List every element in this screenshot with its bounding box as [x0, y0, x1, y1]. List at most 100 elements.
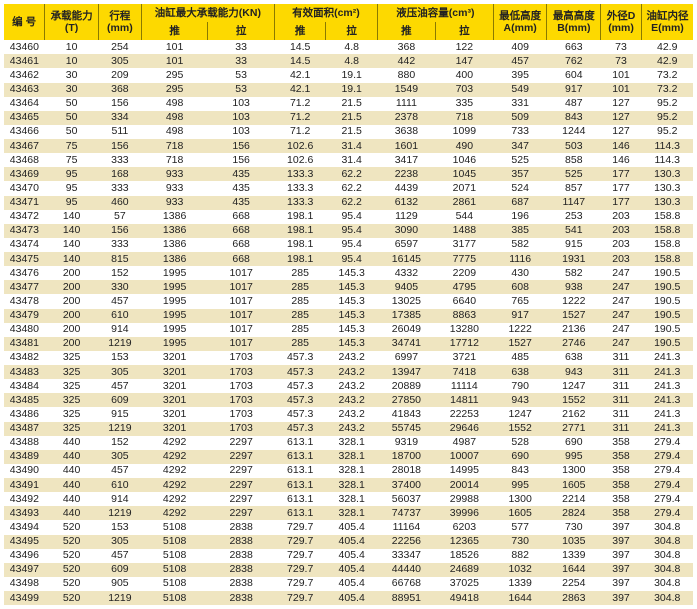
table-cell: 3721 — [435, 351, 493, 365]
table-row: 4348944030542922297613.1328.118700100076… — [4, 450, 693, 464]
table-header: 编 号 承载能力 (T) 行程 (mm) 油缸最大承载能力(KN) 有效面积(c… — [4, 4, 693, 40]
head-stroke-l2: (mm) — [107, 22, 133, 34]
table-cell: 1339 — [547, 549, 601, 563]
head-inner-d-l2: E(mm) — [651, 22, 684, 34]
head-min-h-l2: A(mm) — [504, 22, 537, 34]
table-cell: 71.2 — [274, 125, 326, 139]
table-cell: 311 — [601, 365, 642, 379]
head-capacity-l1: 承载能力 — [51, 10, 93, 22]
table-cell: 114.3 — [641, 153, 693, 167]
table-cell: 520 — [45, 563, 99, 577]
table-cell: 66768 — [377, 577, 435, 591]
table-cell: 5108 — [141, 591, 208, 605]
table-cell: 140 — [45, 252, 99, 266]
table-cell: 2838 — [208, 549, 275, 563]
table-cell: 544 — [435, 210, 493, 224]
table-cell: 14995 — [435, 464, 493, 478]
table-cell: 43496 — [4, 549, 45, 563]
table-cell: 43469 — [4, 167, 45, 181]
table-cell: 156 — [98, 224, 141, 238]
table-cell: 6640 — [435, 294, 493, 308]
table-cell: 102.6 — [274, 139, 326, 153]
table-cell: 198.1 — [274, 252, 326, 266]
table-cell: 1549 — [377, 83, 435, 97]
table-cell: 613.1 — [274, 506, 326, 520]
table-cell: 43475 — [4, 252, 45, 266]
head-min-h: 最低高度 A(mm) — [493, 4, 547, 40]
table-cell: 405.4 — [326, 520, 378, 534]
head-vol-push: 推 — [377, 22, 435, 40]
table-row: 434731401561386668198.195.43090148838554… — [4, 224, 693, 238]
table-cell: 457.3 — [274, 379, 326, 393]
table-cell: 1488 — [435, 224, 493, 238]
table-cell: 2297 — [208, 478, 275, 492]
table-cell: 43494 — [4, 520, 45, 534]
table-cell: 247 — [601, 309, 642, 323]
table-cell: 305 — [98, 535, 141, 549]
table-cell: 75 — [45, 139, 99, 153]
table-cell: 12365 — [435, 535, 493, 549]
table-cell: 127 — [601, 125, 642, 139]
table-cell: 279.4 — [641, 492, 693, 506]
table-cell: 43489 — [4, 450, 45, 464]
table-row: 434645015649810371.221.51111335331487127… — [4, 97, 693, 111]
table-cell: 101 — [601, 68, 642, 82]
table-cell: 43474 — [4, 238, 45, 252]
table-cell: 2238 — [377, 167, 435, 181]
table-cell: 43467 — [4, 139, 45, 153]
table-cell: 4292 — [141, 506, 208, 520]
table-cell: 43485 — [4, 393, 45, 407]
table-cell: 31.4 — [326, 153, 378, 167]
table-cell: 11114 — [435, 379, 493, 393]
table-cell: 729.7 — [274, 577, 326, 591]
table-cell: 43461 — [4, 54, 45, 68]
head-stroke-l1: 行程 — [109, 10, 130, 22]
table-cell: 43493 — [4, 506, 45, 520]
table-cell: 328.1 — [326, 478, 378, 492]
table-cell: 75 — [45, 153, 99, 167]
table-cell: 1703 — [208, 393, 275, 407]
table-cell: 582 — [547, 266, 601, 280]
table-cell: 2861 — [435, 196, 493, 210]
table-cell: 95.4 — [326, 210, 378, 224]
table-cell: 368 — [98, 83, 141, 97]
table-cell: 1703 — [208, 351, 275, 365]
table-cell: 145.3 — [326, 266, 378, 280]
table-cell: 2838 — [208, 563, 275, 577]
table-cell: 668 — [208, 252, 275, 266]
table-cell: 1017 — [208, 280, 275, 294]
table-cell: 610 — [98, 478, 141, 492]
table-cell: 20889 — [377, 379, 435, 393]
table-cell: 200 — [45, 266, 99, 280]
table-cell: 610 — [98, 309, 141, 323]
table-cell: 43488 — [4, 436, 45, 450]
table-row: 4348232515332011703457.3243.269973721485… — [4, 351, 693, 365]
table-cell: 405.4 — [326, 535, 378, 549]
table-row: 43487325121932011703457.3243.25574529646… — [4, 422, 693, 436]
table-cell: 253 — [547, 210, 601, 224]
table-row: 43463303682955342.119.115497035499171017… — [4, 83, 693, 97]
table-cell: 613.1 — [274, 478, 326, 492]
table-cell: 1644 — [493, 591, 547, 605]
table-cell: 285 — [274, 309, 326, 323]
table-cell: 37400 — [377, 478, 435, 492]
table-cell: 1244 — [547, 125, 601, 139]
table-cell: 305 — [98, 365, 141, 379]
table-cell: 2746 — [547, 337, 601, 351]
table-cell: 5108 — [141, 563, 208, 577]
table-row: 43493440121942922297613.1328.17473739996… — [4, 506, 693, 520]
table-cell: 285 — [274, 337, 326, 351]
table-cell: 762 — [547, 54, 601, 68]
table-cell: 5108 — [141, 549, 208, 563]
table-cell: 279.4 — [641, 464, 693, 478]
table-cell: 27850 — [377, 393, 435, 407]
table-cell: 158.8 — [641, 224, 693, 238]
table-cell: 33 — [208, 40, 275, 54]
table-cell: 4439 — [377, 181, 435, 195]
table-cell: 43478 — [4, 294, 45, 308]
table-cell: 325 — [45, 422, 99, 436]
table-cell: 43499 — [4, 591, 45, 605]
table-cell: 127 — [601, 111, 642, 125]
table-cell: 333 — [98, 181, 141, 195]
table-cell: 200 — [45, 309, 99, 323]
